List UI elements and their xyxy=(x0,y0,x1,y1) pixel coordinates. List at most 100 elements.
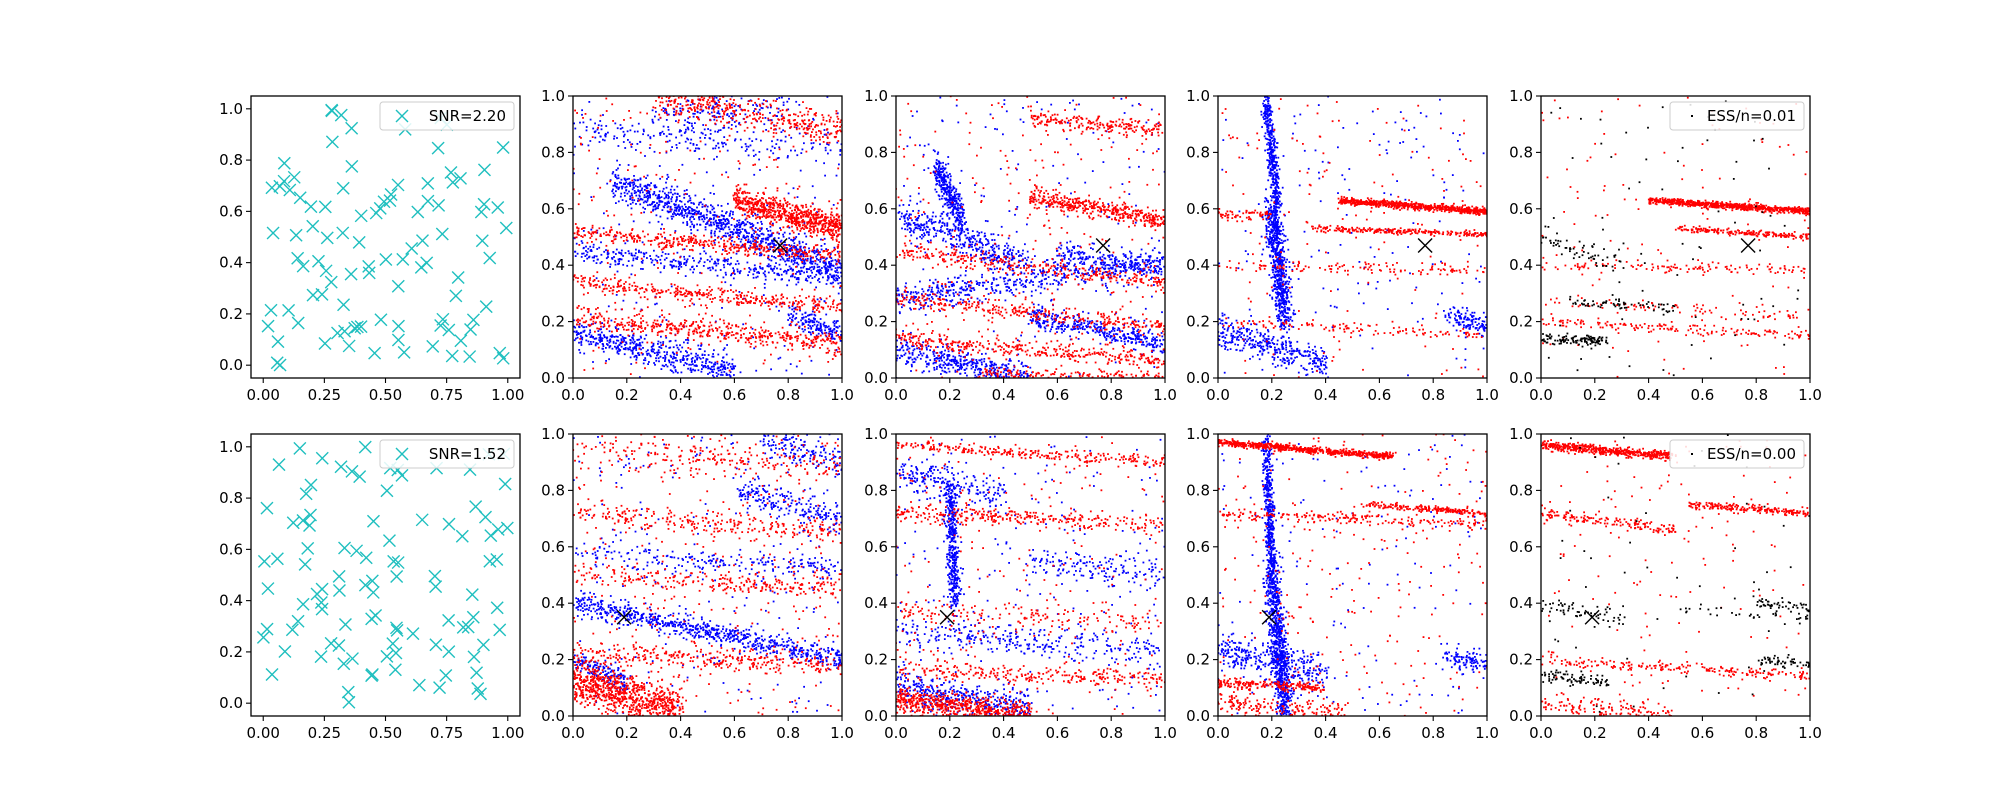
red-sample-point xyxy=(580,280,583,283)
red-sample-point xyxy=(802,128,805,131)
data-point xyxy=(362,259,376,273)
red-sample-point xyxy=(829,216,832,219)
red-sample-point xyxy=(808,108,811,110)
red-sample-point xyxy=(757,192,759,194)
red-sample-point xyxy=(834,226,836,229)
blue-sample-point xyxy=(738,221,740,224)
blue-sample-point xyxy=(723,371,726,373)
blue-sample-point xyxy=(642,201,645,204)
red-sample-point xyxy=(684,239,687,241)
red-sample-point xyxy=(740,301,743,303)
blue-sample-point xyxy=(612,251,615,254)
red-sample-point xyxy=(656,325,658,328)
red-sample-point xyxy=(828,332,831,335)
red-sample-point xyxy=(756,204,758,207)
blue-sample-point xyxy=(626,130,629,133)
blue-sample-point xyxy=(791,269,794,272)
red-sample-point xyxy=(768,205,770,208)
blue-sample-point xyxy=(573,122,575,125)
blue-sample-point xyxy=(733,105,736,108)
blue-sample-point xyxy=(684,203,686,206)
red-sample-point xyxy=(672,242,675,245)
red-sample-point xyxy=(806,113,809,116)
blue-sample-point xyxy=(630,252,633,255)
blue-sample-point xyxy=(789,317,791,320)
blue-sample-point xyxy=(683,341,685,344)
blue-sample-point xyxy=(671,146,673,148)
red-sample-point xyxy=(620,284,622,287)
blue-sample-point xyxy=(669,260,672,263)
blue-sample-point xyxy=(717,204,719,207)
red-sample-point xyxy=(839,309,842,312)
blue-sample-point xyxy=(769,225,772,228)
blue-sample-point xyxy=(810,269,813,272)
blue-sample-point xyxy=(821,267,823,269)
red-sample-point xyxy=(814,244,817,247)
red-sample-point xyxy=(796,251,798,253)
red-sample-point xyxy=(791,249,794,252)
red-sample-point xyxy=(725,334,727,337)
red-sample-point xyxy=(595,321,597,324)
red-sample-point xyxy=(688,116,691,118)
blue-sample-point xyxy=(661,364,664,367)
blue-sample-point xyxy=(682,359,685,361)
blue-sample-point xyxy=(656,354,658,357)
blue-sample-point xyxy=(600,124,603,127)
red-sample-point xyxy=(749,248,751,251)
red-sample-point xyxy=(738,206,740,209)
red-sample-point xyxy=(737,325,740,328)
blue-sample-point xyxy=(624,348,627,351)
red-sample-point xyxy=(714,297,716,299)
red-sample-point xyxy=(826,229,829,231)
blue-sample-point xyxy=(707,365,709,367)
blue-sample-point xyxy=(795,312,798,315)
red-sample-point xyxy=(748,301,751,304)
red-sample-point xyxy=(738,199,741,201)
data-point xyxy=(311,254,325,268)
red-sample-point xyxy=(776,206,779,209)
blue-sample-point xyxy=(812,142,815,144)
red-sample-point xyxy=(729,242,732,245)
red-sample-point xyxy=(608,290,611,292)
red-sample-point xyxy=(796,226,798,229)
red-sample-point xyxy=(791,343,794,345)
blue-sample-point xyxy=(692,143,695,146)
red-sample-point xyxy=(802,219,804,221)
red-sample-point xyxy=(780,205,783,207)
blue-sample-point xyxy=(755,103,758,106)
blue-sample-point xyxy=(779,356,782,359)
red-sample-point xyxy=(785,217,787,220)
red-sample-point xyxy=(682,287,685,290)
red-sample-point xyxy=(581,317,584,320)
blue-sample-point xyxy=(611,347,614,350)
data-point xyxy=(350,320,364,334)
red-sample-point xyxy=(828,349,831,352)
blue-sample-point xyxy=(632,348,635,350)
blue-sample-point xyxy=(608,341,611,344)
blue-sample-point xyxy=(767,271,770,274)
blue-sample-point xyxy=(660,344,663,347)
blue-sample-point xyxy=(659,355,662,358)
blue-sample-point xyxy=(755,241,758,243)
blue-sample-point xyxy=(713,217,715,219)
blue-sample-point xyxy=(763,123,766,126)
blue-sample-point xyxy=(819,322,822,325)
red-sample-point xyxy=(790,212,793,215)
blue-sample-point xyxy=(752,237,755,240)
blue-sample-point xyxy=(627,348,630,351)
red-sample-point xyxy=(838,256,841,258)
red-sample-point xyxy=(592,231,595,234)
red-sample-point xyxy=(614,234,616,236)
blue-sample-point xyxy=(753,230,756,233)
blue-sample-point xyxy=(680,263,682,265)
blue-sample-point xyxy=(761,107,764,110)
blue-sample-point xyxy=(670,264,673,267)
red-sample-point xyxy=(760,334,763,337)
red-sample-point xyxy=(751,198,753,201)
blue-sample-point xyxy=(779,227,781,229)
blue-sample-point xyxy=(826,271,828,274)
red-sample-point xyxy=(576,280,579,283)
red-sample-point xyxy=(806,223,809,226)
red-sample-point xyxy=(728,102,731,105)
red-sample-point xyxy=(810,134,812,137)
